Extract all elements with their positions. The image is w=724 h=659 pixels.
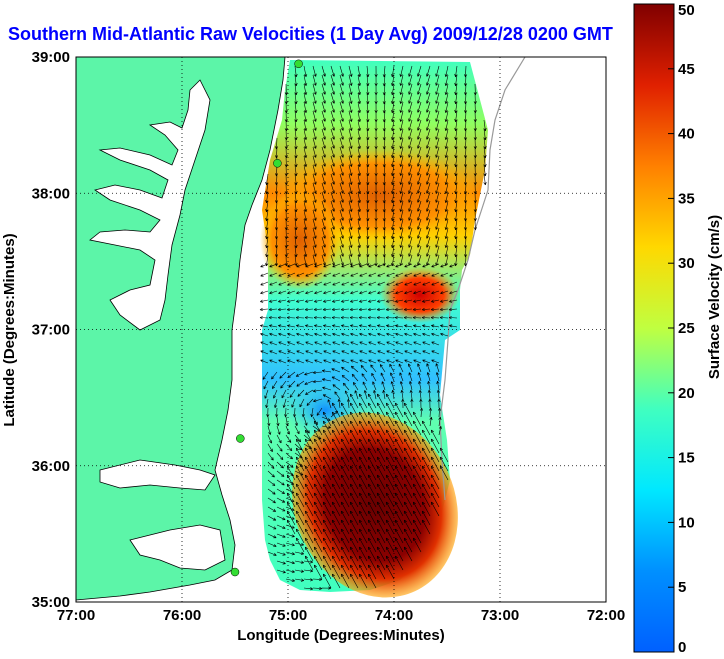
y-axis-label: Latitude (Degrees:Minutes)	[1, 233, 18, 426]
bathymetry-contour	[439, 57, 526, 501]
colorbar	[633, 3, 675, 653]
colorbar-tick-label: 50	[678, 2, 695, 19]
y-tick-label: 39:00	[32, 49, 70, 66]
high-velocity-spot	[380, 267, 460, 323]
colorbar-label: Surface Velocity (cm/s)	[706, 215, 723, 379]
x-tick-labels: 77:00 76:00 75:00 74:00 73:00 72:00	[57, 607, 625, 624]
colorbar-tick-label: 0	[678, 639, 686, 656]
colorbar-tick-label: 15	[678, 450, 695, 467]
station-marker	[273, 159, 282, 168]
colorbar-tick-label: 45	[678, 61, 695, 78]
x-tick-label: 74:00	[375, 607, 413, 624]
x-tick-label: 75:00	[269, 607, 307, 624]
colorbar-tick-label: 35	[678, 190, 695, 207]
pamlico-sound	[129, 524, 226, 571]
y-tick-label: 36:00	[32, 458, 70, 475]
map-plot-area	[76, 57, 606, 602]
x-axis-label: Longitude (Degrees:Minutes)	[237, 627, 445, 644]
colorbar-tick-label: 20	[678, 385, 695, 402]
y-tick-label: 38:00	[32, 185, 70, 202]
chesapeake-bay	[89, 79, 211, 331]
colorbar-tick-label: 5	[678, 579, 686, 596]
grid-lines	[76, 57, 606, 602]
velocity-vectors	[259, 65, 487, 591]
station-marker	[230, 567, 240, 577]
station-marker	[294, 59, 303, 69]
station-marker	[236, 434, 245, 443]
plot-frame	[75, 56, 607, 603]
colorbar-tick-label: 30	[678, 255, 695, 272]
y-tick-labels: 39:00 38:00 37:00 36:00 35:00	[32, 49, 70, 611]
y-tick-label: 35:00	[32, 594, 70, 611]
albemarle-sound	[99, 459, 216, 491]
colorbar-ticks: 0 5 10 15 20 25 30 35 40 45 50	[668, 2, 695, 656]
colorbar-tick-label: 40	[678, 126, 695, 143]
colorbar-tick-label: 25	[678, 320, 695, 337]
map-title: Southern Mid-Atlantic Raw Velocities (1 …	[8, 24, 613, 44]
station-markers	[230, 59, 303, 577]
x-tick-label: 73:00	[481, 607, 519, 624]
x-tick-label: 77:00	[57, 607, 95, 624]
y-tick-label: 37:00	[32, 322, 70, 339]
x-tick-label: 72:00	[587, 607, 625, 624]
colorbar-tick-label: 10	[678, 514, 695, 531]
x-tick-label: 76:00	[163, 607, 201, 624]
vector-arrows-path	[259, 65, 487, 591]
